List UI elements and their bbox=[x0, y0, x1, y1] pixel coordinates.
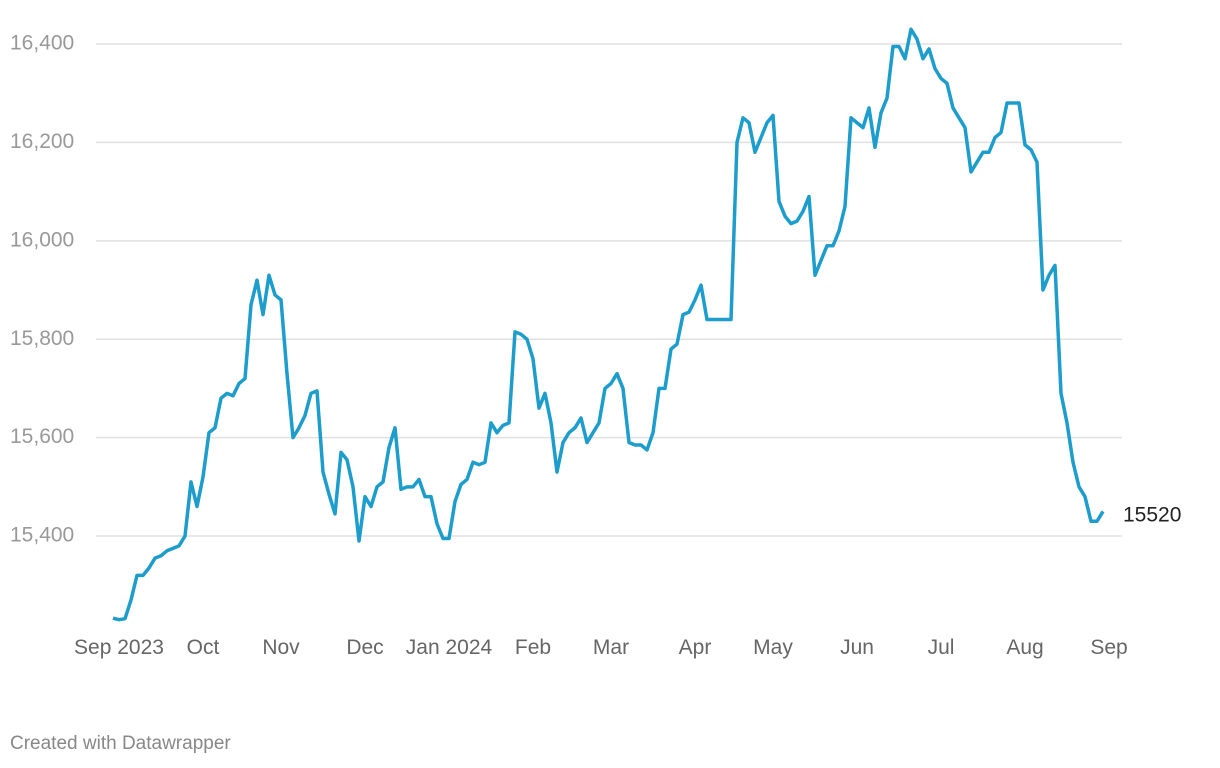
end-label: 15520 bbox=[1123, 504, 1181, 527]
x-tick-label: Jan 2024 bbox=[405, 636, 493, 659]
y-tick-label: 15,400 bbox=[10, 524, 74, 547]
x-tick-label: Sep bbox=[1090, 636, 1128, 659]
y-tick-label: 16,200 bbox=[10, 130, 74, 153]
y-tick-label: 15,600 bbox=[10, 425, 74, 448]
x-tick-label: Sep 2023 bbox=[74, 636, 164, 659]
y-tick-label: 16,000 bbox=[10, 228, 74, 251]
x-tick-label: May bbox=[753, 636, 793, 659]
line bbox=[112, 27, 1105, 622]
x-tick-label: Mar bbox=[592, 636, 630, 659]
y-tick-label: 15,800 bbox=[10, 327, 74, 350]
x-tick-label: Oct bbox=[186, 636, 220, 659]
x-tick-label: Dec bbox=[346, 636, 384, 659]
footer: Created with Datawrapper bbox=[10, 733, 231, 754]
x-tick-label: Jul bbox=[927, 636, 955, 659]
x-tick-label: Feb bbox=[514, 636, 552, 659]
x-tick-label: Jun bbox=[840, 636, 874, 659]
y-tick-label: 16,400 bbox=[10, 32, 74, 55]
x-tick-label: Apr bbox=[678, 636, 712, 659]
x-tick-label: Nov bbox=[262, 636, 300, 659]
x-tick-label: Aug bbox=[1006, 636, 1044, 659]
